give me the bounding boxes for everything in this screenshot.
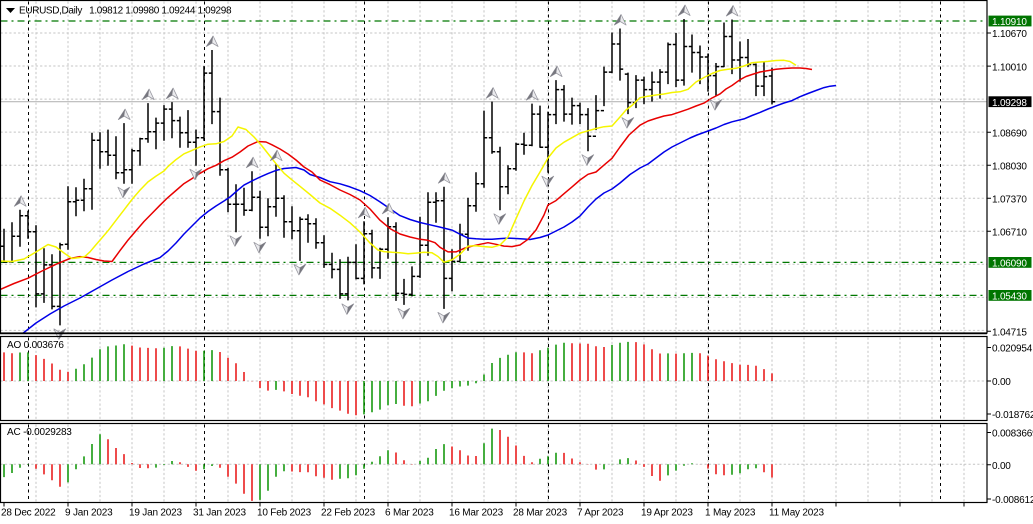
svg-text:11 May 2023: 11 May 2023 xyxy=(769,508,825,519)
svg-text:0.020954: 0.020954 xyxy=(992,344,1033,355)
svg-text:1.06710: 1.06710 xyxy=(992,228,1027,239)
svg-text:0.0083669: 0.0083669 xyxy=(992,429,1033,440)
svg-text:31 Jan 2023: 31 Jan 2023 xyxy=(193,508,246,519)
svg-text:1 May 2023: 1 May 2023 xyxy=(705,508,756,519)
svg-text:9 Jan 2023: 9 Jan 2023 xyxy=(65,508,113,519)
svg-text:0.00: 0.00 xyxy=(992,461,1011,472)
svg-text:1.08030: 1.08030 xyxy=(992,161,1027,172)
svg-text:1.10910: 1.10910 xyxy=(992,17,1027,28)
svg-text:1.06090: 1.06090 xyxy=(992,259,1027,270)
svg-text:6 Mar 2023: 6 Mar 2023 xyxy=(385,508,434,519)
svg-text:0.00: 0.00 xyxy=(992,377,1011,388)
svg-text:19 Jan 2023: 19 Jan 2023 xyxy=(129,508,182,519)
svg-text:1.10010: 1.10010 xyxy=(992,62,1027,73)
svg-text:22 Feb 2023: 22 Feb 2023 xyxy=(321,508,376,519)
svg-text:AC -0.0029283: AC -0.0029283 xyxy=(7,427,72,438)
svg-text:1.10670: 1.10670 xyxy=(992,29,1027,40)
svg-text:1.07370: 1.07370 xyxy=(992,195,1027,206)
svg-text:AO 0.003676: AO 0.003676 xyxy=(7,340,64,351)
svg-text:28 Mar 2023: 28 Mar 2023 xyxy=(513,508,568,519)
svg-text:7 Apr 2023: 7 Apr 2023 xyxy=(577,508,624,519)
svg-text:1.05430: 1.05430 xyxy=(992,292,1027,303)
svg-text:EURUSD,Daily 1.09812 1.09980: EURUSD,Daily 1.09812 1.09980 1.09244 1.0… xyxy=(19,6,232,17)
svg-text:1.04715: 1.04715 xyxy=(992,327,1027,338)
svg-text:28 Dec 2022: 28 Dec 2022 xyxy=(1,508,56,519)
svg-text:1.08690: 1.08690 xyxy=(992,128,1027,139)
svg-text:16 Mar 2023: 16 Mar 2023 xyxy=(449,508,504,519)
svg-text:19 Apr 2023: 19 Apr 2023 xyxy=(641,508,693,519)
svg-text:10 Feb 2023: 10 Feb 2023 xyxy=(257,508,312,519)
svg-text:-0.018762: -0.018762 xyxy=(992,410,1033,421)
svg-text:1.09298: 1.09298 xyxy=(992,98,1027,109)
